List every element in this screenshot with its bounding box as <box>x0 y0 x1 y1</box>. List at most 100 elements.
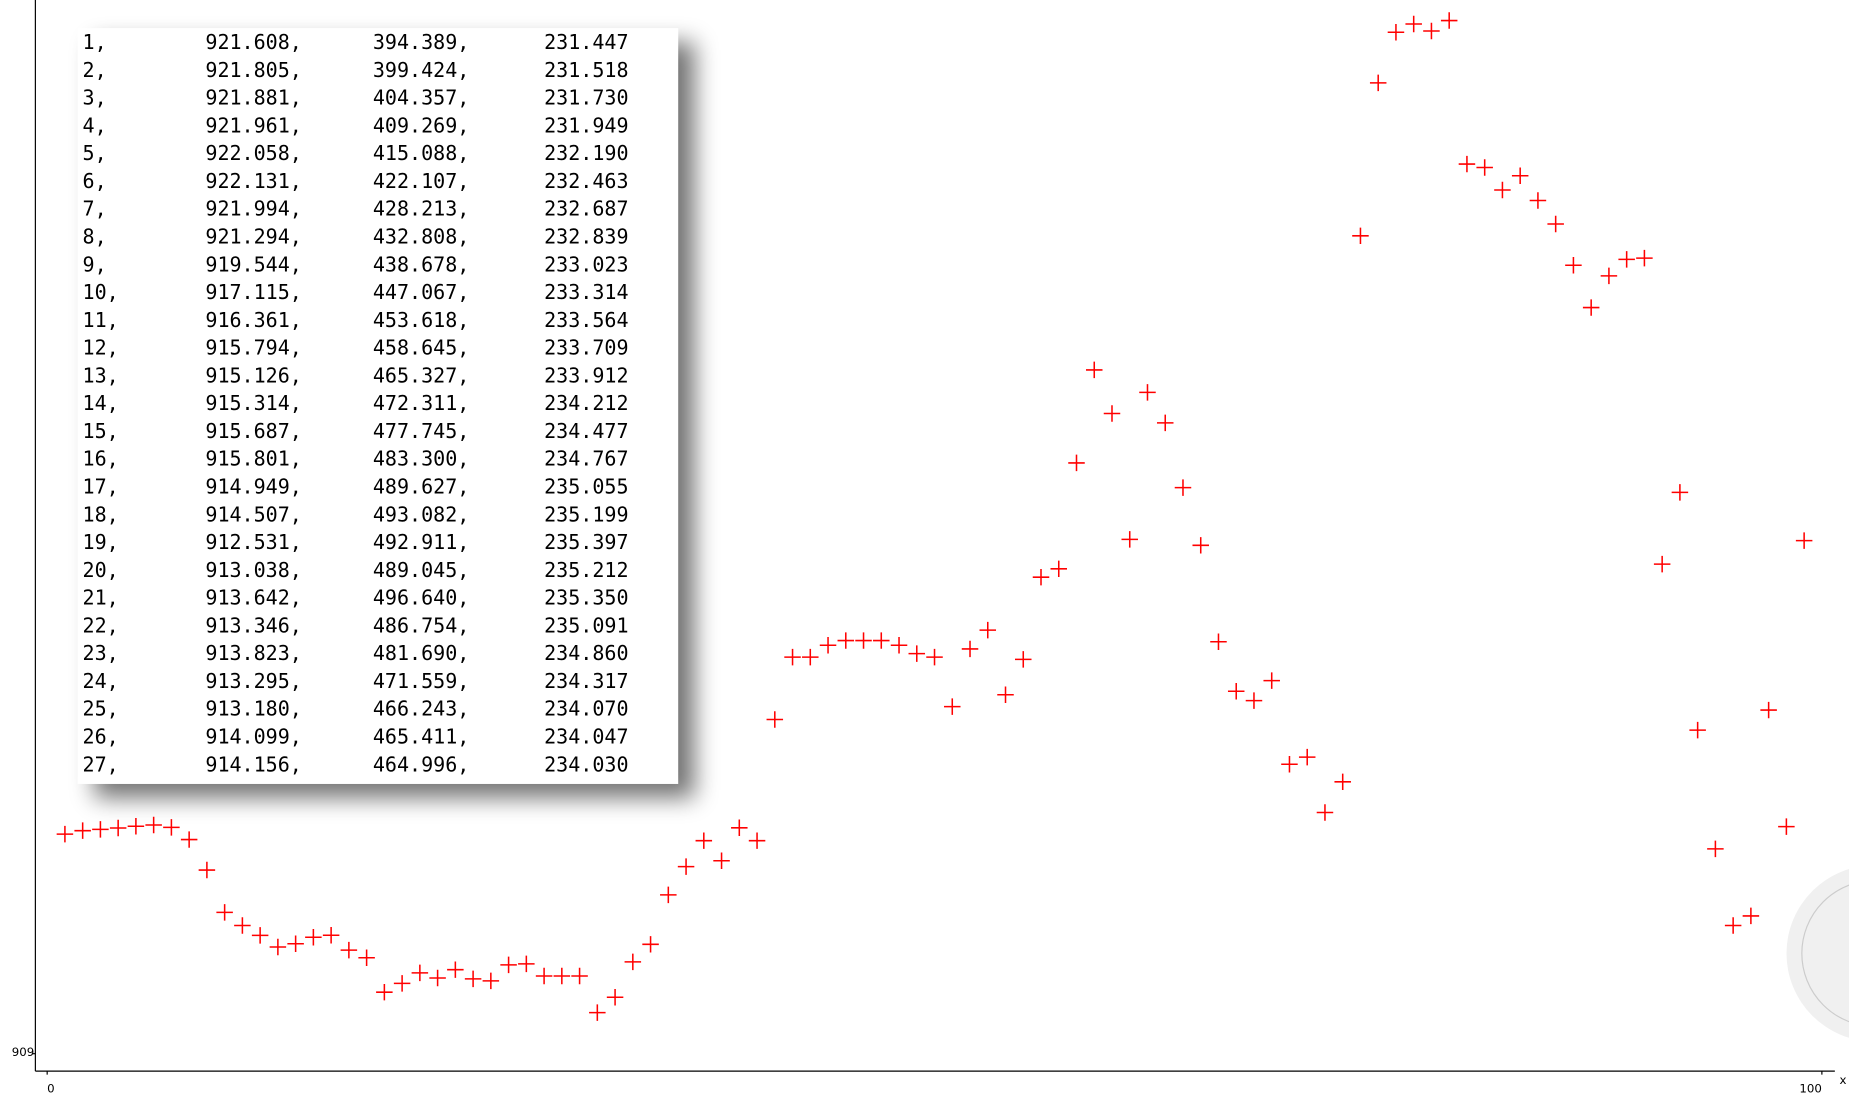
table-cell: 919.544, <box>205 252 301 276</box>
table-cell: 447.067, <box>373 280 469 304</box>
point <box>855 632 872 649</box>
point <box>660 886 677 904</box>
table-cell: 22, <box>83 613 119 637</box>
point <box>1760 701 1777 719</box>
table-cell: 916.361, <box>205 308 301 332</box>
table-cell: 234.767 <box>544 447 628 471</box>
point <box>997 686 1014 703</box>
point <box>287 935 304 952</box>
table-cell: 21, <box>83 586 119 610</box>
table-cell: 24, <box>83 669 119 693</box>
widget[interactable] <box>1786 865 1849 1042</box>
table-cell: 428.213, <box>373 197 469 221</box>
point <box>358 949 375 967</box>
point <box>393 975 411 992</box>
table-cell: 921.994, <box>205 197 301 221</box>
table-cell: 26, <box>83 725 119 749</box>
point <box>1511 167 1529 184</box>
point <box>784 648 801 666</box>
table-cell: 489.045, <box>373 558 469 582</box>
point <box>92 821 109 838</box>
table-cell: 486.754, <box>373 613 469 637</box>
point <box>1387 23 1405 41</box>
table-cell: 917.115, <box>205 280 301 304</box>
x-tick-label: 100 <box>1799 1081 1821 1095</box>
table-cell: 235.055 <box>544 475 628 499</box>
table-cell: 235.199 <box>544 502 628 526</box>
table-cell: 233.709 <box>544 336 628 360</box>
point <box>1227 683 1245 700</box>
point <box>961 640 979 658</box>
point <box>1618 251 1635 268</box>
point <box>518 955 535 973</box>
point <box>606 989 624 1006</box>
point <box>1352 227 1369 245</box>
table-cell: 458.645, <box>373 336 469 360</box>
point <box>677 858 695 875</box>
table-cell: 913.295, <box>205 669 301 693</box>
point <box>340 941 358 959</box>
point <box>1139 384 1156 401</box>
table-cell: 1, <box>83 30 107 54</box>
point <box>1636 249 1653 267</box>
table-cell: 234.212 <box>544 391 628 415</box>
point <box>837 632 855 649</box>
table: 1, 921.608, 394.389, 231.447 2, 921.805, 399.4… <box>83 30 629 776</box>
table-cell: 472.311, <box>373 391 469 415</box>
point <box>1121 531 1138 548</box>
point <box>251 927 269 944</box>
point <box>1085 361 1103 379</box>
table-cell: 915.687, <box>205 419 301 443</box>
point <box>500 956 517 974</box>
table-cell: 915.314, <box>205 391 301 415</box>
point <box>1103 405 1121 422</box>
table-cell: 913.180, <box>205 697 301 721</box>
point <box>1476 159 1493 176</box>
table-cell: 25, <box>83 697 119 721</box>
point <box>447 961 464 978</box>
point <box>571 967 588 985</box>
point <box>1369 74 1387 92</box>
point <box>535 967 553 985</box>
y-tick-label: 909 <box>12 1045 34 1059</box>
point <box>1565 257 1582 274</box>
point <box>908 645 926 662</box>
table-cell: 914.507, <box>205 502 301 526</box>
point <box>482 972 500 990</box>
table-cell: 921.294, <box>205 225 301 249</box>
point <box>748 832 766 849</box>
table-cell: 11, <box>83 308 119 332</box>
table-cell: 432.808, <box>373 225 469 249</box>
table-cell: 4, <box>83 113 107 137</box>
point <box>56 825 74 843</box>
table-cell: 233.564 <box>544 308 628 332</box>
point <box>145 816 162 834</box>
point <box>1689 721 1706 739</box>
point <box>1547 215 1564 233</box>
plot-area: 0 100 909 <box>12 12 1823 1095</box>
point <box>1742 907 1760 925</box>
table-cell: 235.350 <box>544 586 628 610</box>
table-cell: 234.477 <box>544 419 628 443</box>
point <box>198 861 216 879</box>
point <box>305 928 322 946</box>
table-cell: 232.463 <box>544 169 628 193</box>
table-cell: 394.389, <box>373 30 469 54</box>
point <box>180 831 198 848</box>
point <box>1440 12 1458 29</box>
table-cell: 231.447 <box>544 30 628 54</box>
table-cell: 5, <box>83 141 107 165</box>
table-cell: 415.088, <box>373 141 469 165</box>
table-cell: 471.559, <box>373 669 469 693</box>
table-cell: 234.030 <box>544 752 628 776</box>
table-cell: 19, <box>83 530 119 554</box>
table-cell: 23, <box>83 641 119 665</box>
point <box>1671 484 1689 501</box>
point <box>1653 555 1671 573</box>
point <box>766 711 784 728</box>
point <box>1707 840 1724 858</box>
table-cell: 489.627, <box>373 475 469 499</box>
table-cell: 7, <box>83 197 107 221</box>
